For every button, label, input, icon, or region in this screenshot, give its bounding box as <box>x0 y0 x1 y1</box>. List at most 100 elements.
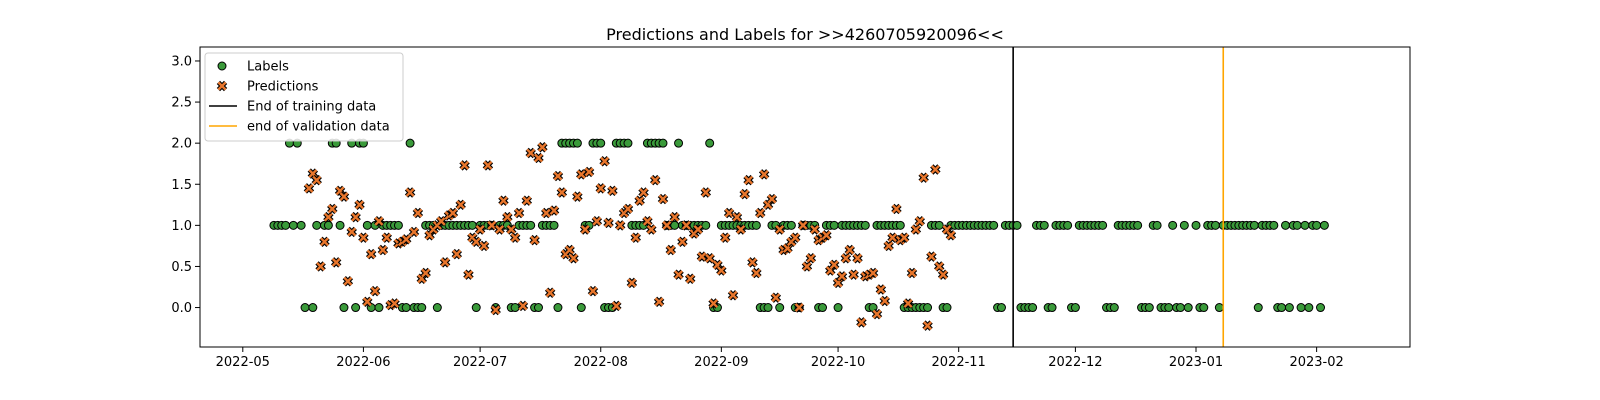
label-point <box>934 220 944 230</box>
prediction-point <box>634 195 645 206</box>
prediction-point <box>875 284 887 295</box>
prediction-marker-fill <box>810 225 820 234</box>
label-point <box>1191 220 1201 230</box>
prediction-point <box>720 232 731 243</box>
label-point <box>1175 303 1185 313</box>
prediction-point <box>517 300 529 312</box>
prediction-point <box>607 185 618 197</box>
prediction-point <box>914 216 926 227</box>
label-point <box>1296 303 1306 313</box>
prediction-marker-fill <box>650 175 660 185</box>
prediction-marker-fill <box>569 253 578 263</box>
prediction-point <box>509 232 521 243</box>
label-point <box>763 303 773 313</box>
prediction-point <box>338 191 350 202</box>
prediction-marker-fill <box>635 196 645 206</box>
prediction-marker-fill <box>775 225 785 234</box>
prediction-point <box>646 224 657 235</box>
label-point <box>374 303 384 313</box>
prediction-marker-fill <box>370 286 380 296</box>
prediction-point <box>506 224 517 235</box>
prediction-marker-fill <box>911 225 921 234</box>
label-point <box>833 303 843 313</box>
prediction-marker-fill <box>872 309 882 319</box>
prediction-point <box>751 267 762 279</box>
prediction-marker-fill <box>946 230 956 240</box>
prediction-marker-fill <box>491 305 501 315</box>
prediction-point <box>735 224 747 235</box>
prediction-marker-fill <box>327 204 337 214</box>
prediction-point <box>677 236 688 248</box>
prediction-marker-fill <box>740 189 750 199</box>
prediction-point <box>840 253 852 264</box>
prediction-marker-fill <box>755 208 765 218</box>
prediction-point <box>327 203 338 215</box>
prediction-marker-fill <box>401 234 411 244</box>
prediction-marker-fill <box>456 200 466 210</box>
prediction-marker-fill <box>880 296 890 306</box>
prediction-point <box>381 232 392 243</box>
prediction-marker-fill <box>646 225 656 234</box>
label-point <box>1304 303 1314 313</box>
prediction-marker-fill <box>530 235 540 245</box>
prediction-point <box>704 253 715 264</box>
prediction-marker-fill <box>930 165 940 174</box>
label-point <box>1164 303 1174 313</box>
label-point <box>786 220 796 230</box>
label-point <box>701 220 711 230</box>
plot-area <box>269 47 1329 347</box>
prediction-marker-fill <box>709 298 719 308</box>
prediction-marker-fill <box>642 216 652 226</box>
label-point <box>1284 303 1294 313</box>
prediction-point <box>556 187 568 198</box>
label-point <box>432 303 442 313</box>
prediction-marker-fill <box>440 257 450 267</box>
prediction-marker-fill <box>510 233 520 243</box>
prediction-marker-fill <box>926 252 936 262</box>
prediction-point <box>603 217 614 229</box>
prediction-point <box>354 199 365 211</box>
prediction-marker-fill <box>841 253 851 263</box>
prediction-marker-fill <box>347 227 357 237</box>
prediction-point <box>930 164 941 175</box>
label-point <box>1210 220 1220 230</box>
prediction-marker-fill <box>720 233 730 243</box>
prediction-marker-fill <box>845 245 855 255</box>
label-point <box>296 220 306 230</box>
legend-label: End of training data <box>247 100 376 115</box>
prediction-marker-fill <box>654 297 664 307</box>
prediction-marker-fill <box>452 249 462 259</box>
prediction-marker-fill <box>888 233 897 243</box>
prediction-point <box>377 244 389 256</box>
label-point <box>1028 303 1038 313</box>
prediction-marker-fill <box>802 262 812 271</box>
prediction-marker-fill <box>534 153 543 163</box>
prediction-point <box>649 174 661 186</box>
prediction-point <box>887 232 898 243</box>
prediction-point <box>805 253 817 264</box>
prediction-point <box>459 160 470 171</box>
prediction-point <box>879 295 890 307</box>
prediction-marker-fill <box>837 271 847 281</box>
label-point <box>942 303 952 313</box>
prediction-marker-fill <box>545 288 555 298</box>
prediction-point <box>945 229 957 241</box>
prediction-point <box>494 224 505 235</box>
prediction-marker-fill <box>483 160 493 170</box>
plot-frame <box>199 46 1411 348</box>
label-point <box>1253 303 1263 313</box>
prediction-point <box>447 207 459 219</box>
label-point <box>339 303 349 313</box>
prediction-marker-fill <box>658 194 668 204</box>
prediction-point <box>311 174 322 186</box>
prediction-point <box>692 224 704 235</box>
label-point <box>308 303 318 313</box>
prediction-marker-fill <box>584 167 594 177</box>
prediction-point <box>502 211 513 223</box>
prediction-marker-fill <box>907 268 917 278</box>
prediction-marker-fill <box>705 253 715 263</box>
label-point <box>1183 303 1193 313</box>
prediction-marker-fill <box>600 156 610 166</box>
prediction-point <box>883 240 894 252</box>
